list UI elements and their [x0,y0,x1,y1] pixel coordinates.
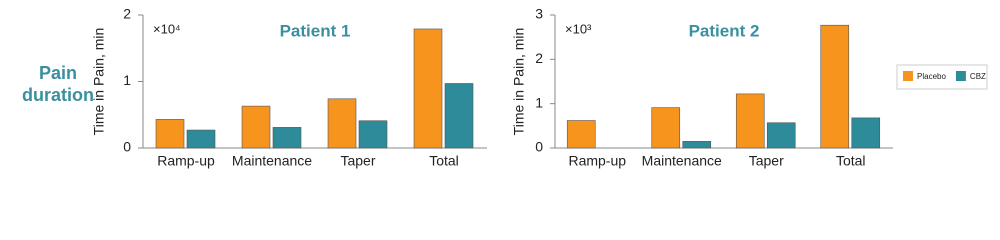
bar [241,105,271,149]
chart-title: Patient 2 [689,21,760,40]
bar [272,127,302,149]
y-axis-label: Time in Pain, min [511,28,527,136]
legend-swatch [955,71,966,81]
bar [186,129,216,149]
chart-title: Patient 1 [280,21,351,40]
bar [766,122,796,149]
x-tick-label: Maintenance [642,153,722,169]
x-tick-label: Taper [340,153,375,169]
bar [651,107,681,149]
bar [851,117,881,149]
x-tick-label: Total [429,153,459,169]
bar [682,141,712,149]
x-tick-label: Total [836,153,866,169]
y-tick-label: 2 [123,6,131,22]
legend-label: CBZ [970,72,986,81]
bar [327,98,357,149]
multiplier: ×10³ [565,21,592,36]
page: Pain duration Patient 1 ×10⁴ Time in Pain,… [22,6,988,169]
bar [735,93,765,149]
x-tick-label: Taper [749,153,784,169]
bar [444,83,474,149]
y-axis-label: Time in Pain, min [91,28,107,136]
y-tick-label: 1 [535,94,543,110]
bar [413,28,443,149]
legend-label: Placebo [917,72,946,81]
legend-swatch [903,71,913,81]
row-label: Pain duration [22,63,94,105]
bar [566,120,596,149]
y-tick-label: 0 [123,139,131,155]
y-tick-label: 2 [535,50,543,66]
multiplier: ×10⁴ [153,21,181,36]
y-tick-label: 3 [535,6,543,22]
x-tick-label: Ramp-up [568,153,626,169]
x-tick-label: Ramp-up [157,153,215,169]
bar [820,24,850,149]
x-tick-label: Maintenance [232,153,312,169]
y-tick-label: 1 [123,72,131,88]
bar [358,120,388,149]
charts: Patient 1 ×10⁴ Time in Pain, min 0 1 2 Ramp-up… [91,6,988,169]
bar [155,119,185,149]
y-tick-label: 0 [535,139,543,155]
